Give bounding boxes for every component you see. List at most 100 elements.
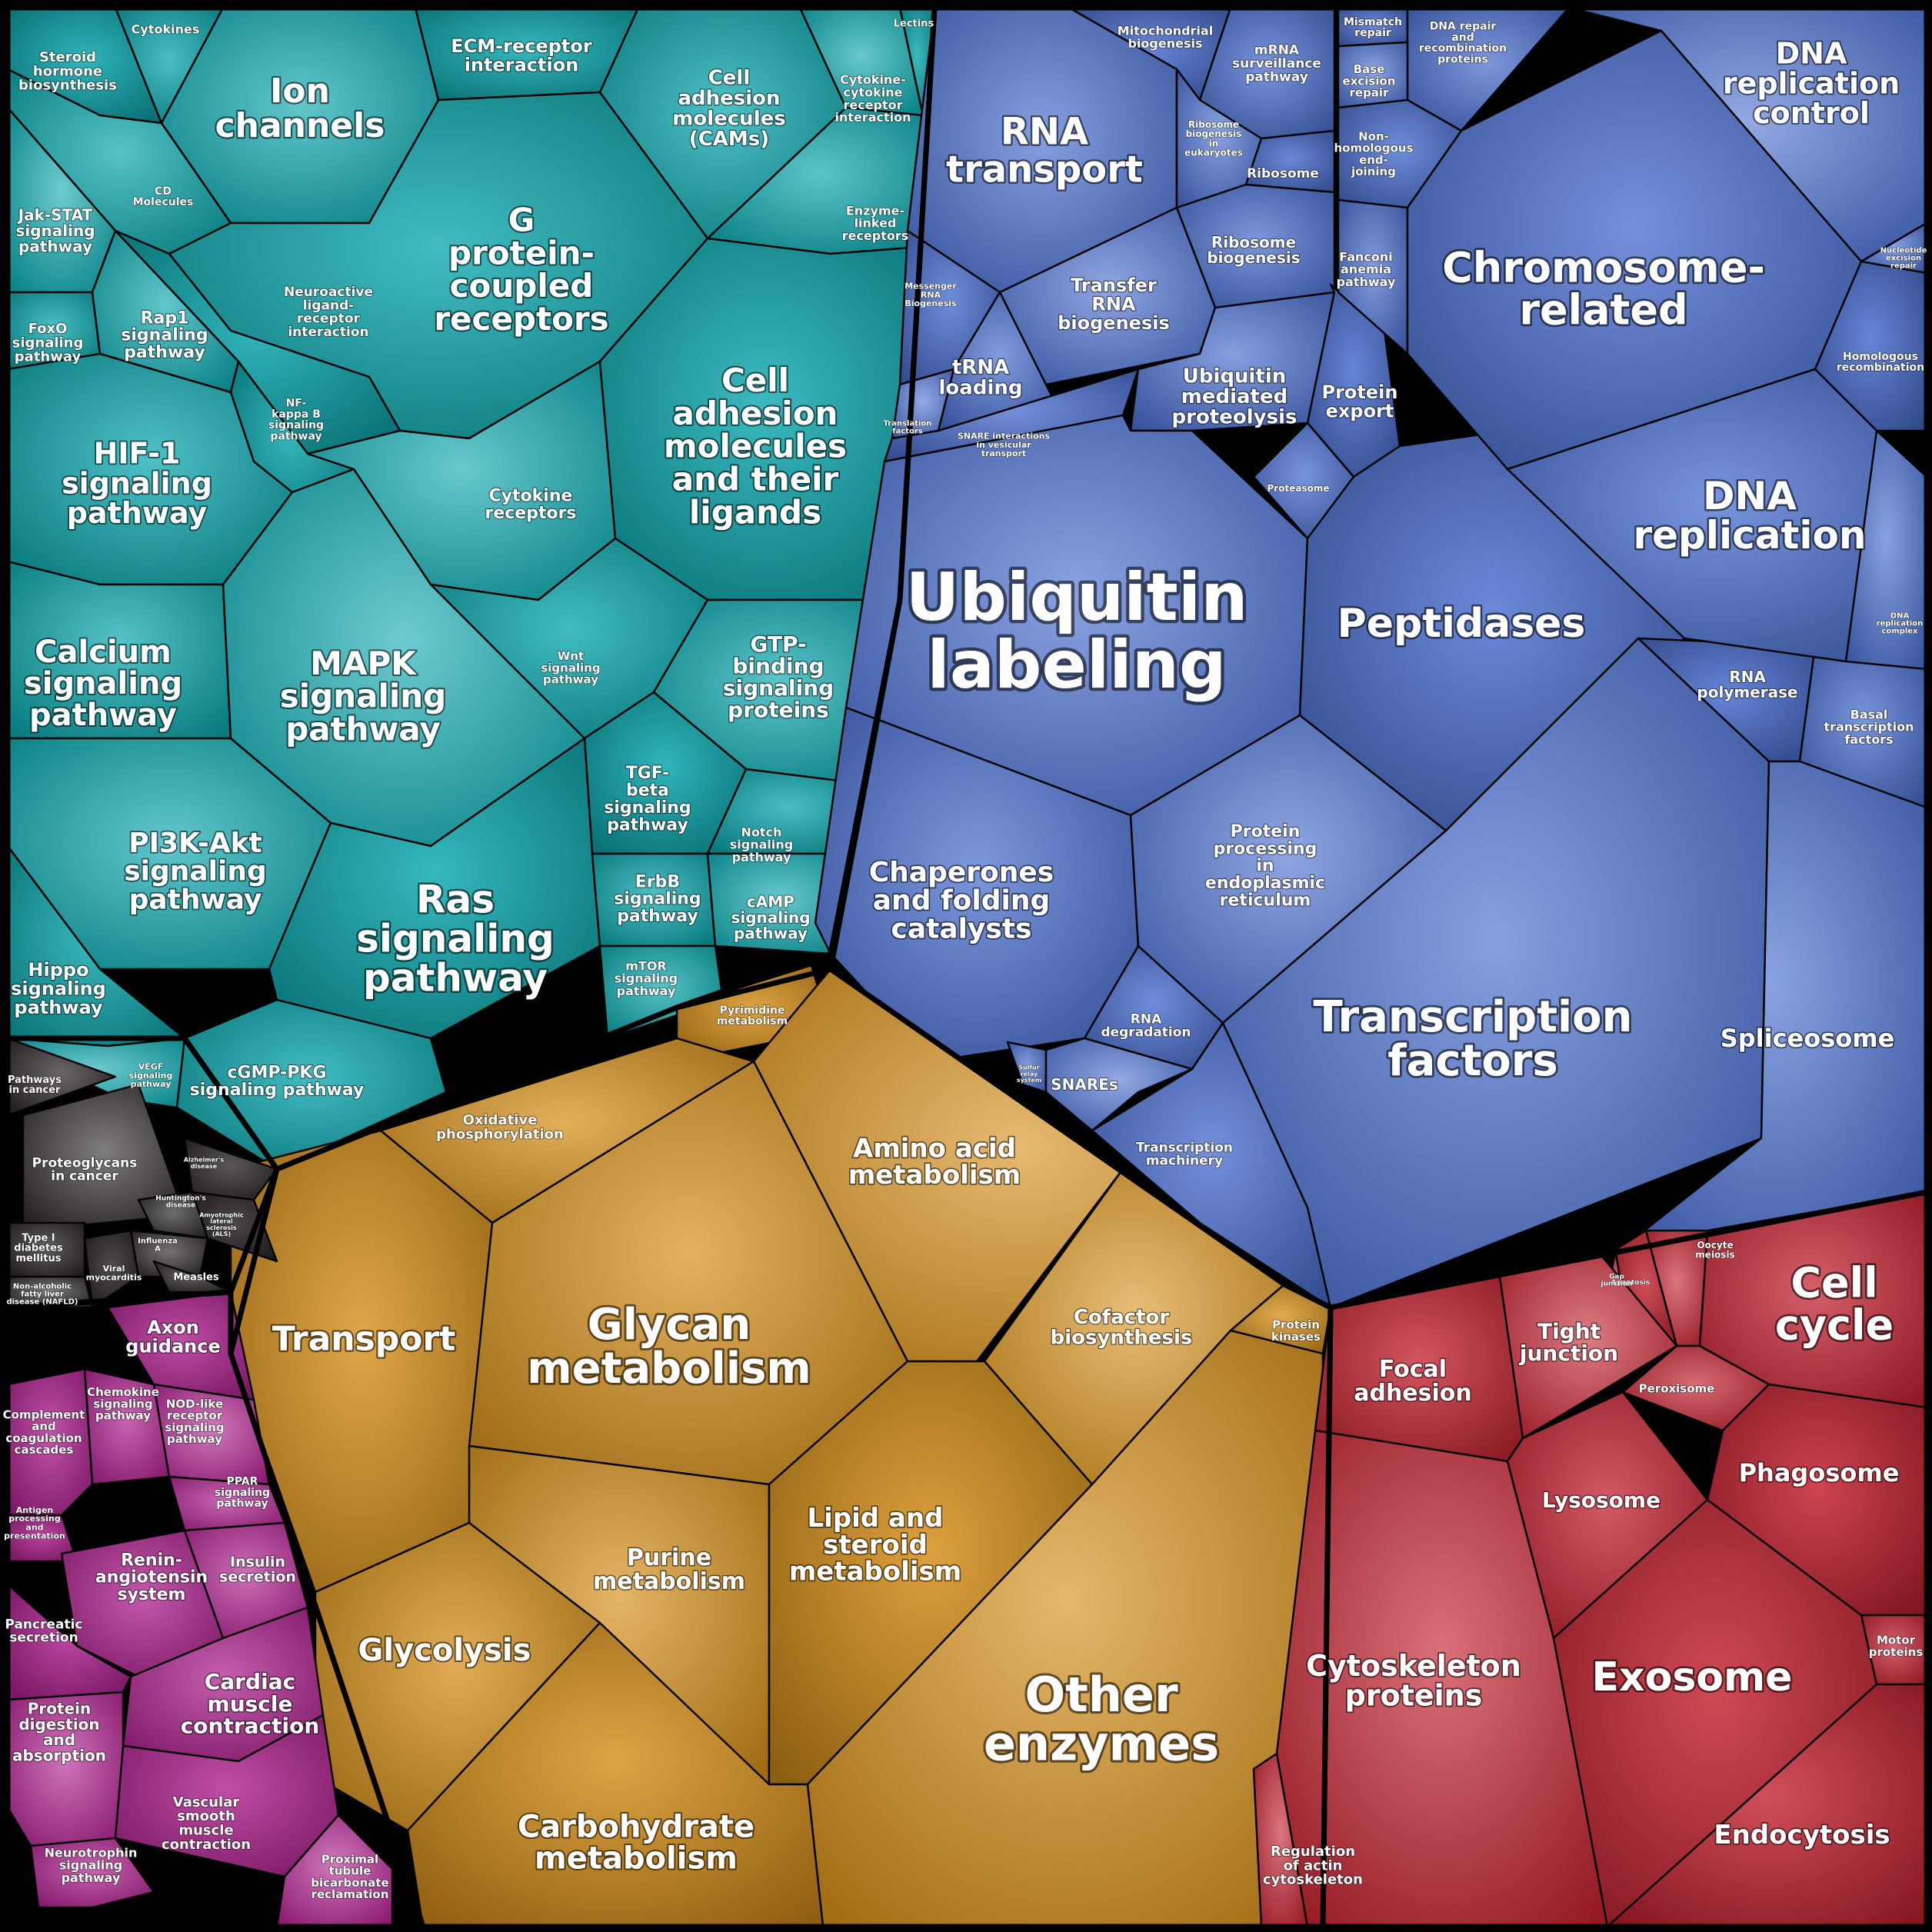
label-ubiquitin-mediated-proteolysis: Ubiquitin mediated proteolysis xyxy=(1172,365,1297,429)
label-motor-proteins: Motor proteins xyxy=(1869,1634,1924,1659)
label-hippo-signaling-pathway: Hippo signaling pathway xyxy=(11,959,106,1018)
label-wnt-signaling-pathway: Wnt signaling pathway xyxy=(541,649,600,687)
label-peroxisome: Peroxisome xyxy=(1639,1381,1715,1395)
label-erbb-signaling-pathway: ErbB signaling pathway xyxy=(614,872,701,926)
label-ecm-receptor-interaction: ECM-receptor interaction xyxy=(451,35,592,75)
label-vegf-signaling-pathway: VEGF signaling pathway xyxy=(129,1062,173,1089)
label-cell-cycle: Cell cycle xyxy=(1775,1258,1894,1349)
label-cofactor-biosynthesis: Cofactor biosynthesis xyxy=(1051,1306,1193,1350)
label-dna-replication-control: DNA replication control xyxy=(1723,37,1900,131)
label-antigen-processing-and-presentation: Antigen processing and presentation xyxy=(4,1505,65,1541)
label-notch-signaling-pathway: Notch signaling pathway xyxy=(730,824,793,864)
label-mtor-signaling-pathway: mTOR signaling pathway xyxy=(615,958,678,998)
label-dna-replication: DNA replication xyxy=(1633,474,1866,558)
cell-snares xyxy=(1044,1037,1194,1132)
label-peptidases: Peptidases xyxy=(1337,601,1586,647)
label-non-homologous-end-joining: Non-homologous end-joining xyxy=(1334,129,1413,178)
label-trna-loading: tRNA loading xyxy=(939,356,1023,400)
label-focal-adhesion: Focal adhesion xyxy=(1354,1356,1472,1407)
label-rap1-signaling-pathway: Rap1 signaling pathway xyxy=(121,308,208,362)
label-complement-and-coagulation-cascades: Complement and coagulation cascades xyxy=(3,1407,85,1457)
label-proteoglycans-in-cancer: Proteoglycans in cancer xyxy=(32,1155,138,1184)
label-cytokine-receptors: Cytokine receptors xyxy=(485,486,576,522)
label-neurotrophin-signaling-pathway: Neurotrophin signaling pathway xyxy=(45,1845,138,1885)
label-transcription-machinery: Transcription machinery xyxy=(1136,1140,1233,1168)
label-camp-signaling-pathway: cAMP signaling pathway xyxy=(731,893,810,943)
label-steroid-hormone-biosynthesis: Steroid hormone biosynthesis xyxy=(18,49,117,94)
label-neuroactive-ligand-receptor-interaction: Neuroactive ligand-receptor interaction xyxy=(284,285,373,340)
label-cytokines: Cytokines xyxy=(132,22,200,37)
label-dna-repair-and-recombination-proteins: DNA repair and recombination proteins xyxy=(1419,20,1507,65)
label-sulfur-relay-system: Sulfur relay system xyxy=(1017,1064,1041,1084)
label-ion-channels: Ion channels xyxy=(215,72,385,145)
label-gtp-binding-signaling-proteins: GTP-binding signaling proteins xyxy=(723,631,834,723)
label-mismatch-repair: Mismatch repair xyxy=(1344,16,1402,39)
label-huntington-s-disease: Huntington's disease xyxy=(155,1195,206,1210)
label-pyrimidine-metabolism: Pyrimidine metabolism xyxy=(717,1004,788,1028)
label-rna-degradation: RNA degradation xyxy=(1101,1011,1191,1040)
label-ppar-signaling-pathway: PPAR signaling pathway xyxy=(215,1476,270,1511)
label-exosome: Exosome xyxy=(1592,1654,1793,1700)
label-proximal-tubule-bicarbonate-reclamation: Proximal tubule bicarbonate reclamation xyxy=(311,1852,388,1901)
cell-proximal-tubule-bicarbonate-reclamation xyxy=(275,1814,394,1928)
label-vascular-smooth-muscle-contraction: Vascular smooth muscle contraction xyxy=(162,1794,251,1853)
label-mrna-surveillance-pathway: mRNA surveillance pathway xyxy=(1232,43,1321,85)
label-lipid-and-steroid-metabolism: Lipid and steroid metabolism xyxy=(789,1503,961,1587)
label-insulin-secretion: Insulin secretion xyxy=(219,1554,296,1585)
label-mitochondrial-biogenesis: Mitochondrial biogenesis xyxy=(1118,23,1213,50)
label-purine-metabolism: Purine metabolism xyxy=(593,1544,745,1595)
label-foxo-signaling-pathway: FoxO signaling pathway xyxy=(12,321,84,365)
label-messenger-rna-biogenesis: Messenger RNA Biogenesis xyxy=(904,281,957,308)
label-mapk-signaling-pathway: MAPK signaling pathway xyxy=(280,645,446,748)
label-snare-interactions-in-vesicular-transport: SNARE interactions in vesicular transport xyxy=(958,431,1051,458)
label-calcium-signaling-pathway: Calcium signaling pathway xyxy=(24,635,182,733)
label-tgf-beta-signaling-pathway: TGF-beta signaling pathway xyxy=(604,764,691,834)
label-cd-molecules: CD Molecules xyxy=(133,185,194,208)
label-cell-adhesion-molecules-and-their-ligands: Cell adhesion molecules and their ligands xyxy=(664,361,847,531)
label-chromosome-related: Chromosome-related xyxy=(1442,243,1765,334)
label-transfer-rna-biogenesis: Transfer RNA biogenesis xyxy=(1058,275,1170,334)
label-enzyme-linked-receptors: Enzyme-linked receptors xyxy=(842,203,909,243)
label-pathways-in-cancer: Pathways in cancer xyxy=(8,1074,62,1096)
label-viral-myocarditis: Viral myocarditis xyxy=(86,1264,142,1282)
label-cytoskeleton-proteins: Cytoskeleton proteins xyxy=(1306,1649,1521,1713)
label-pi3k-akt-signaling-pathway: PI3K-Akt signaling pathway xyxy=(124,828,267,915)
label-snares: SNAREs xyxy=(1051,1075,1118,1094)
label-transport: Transport xyxy=(272,1319,456,1358)
label-apoptosis: Apoptosis xyxy=(1611,1279,1650,1287)
label-ras-signaling-pathway: Ras signaling pathway xyxy=(356,878,555,1001)
label-chemokine-signaling-pathway: Chemokine signaling pathway xyxy=(87,1385,159,1423)
label-phagosome: Phagosome xyxy=(1739,1458,1900,1487)
label-renin-angiotensin-system: Renin-angiotensin system xyxy=(95,1551,208,1604)
label-oocyte-meiosis: Oocyte meiosis xyxy=(1695,1240,1734,1260)
label-chaperones-and-folding-catalysts: Chaperones and folding catalysts xyxy=(869,857,1054,944)
label-basal-transcription-factors: Basal transcription factors xyxy=(1824,707,1914,747)
label-cytokine-cytokine-receptor-interaction: Cytokine-cytokine receptor interaction xyxy=(834,72,911,125)
label-protein-export: Protein export xyxy=(1322,381,1398,421)
label-amino-acid-metabolism: Amino acid metabolism xyxy=(848,1134,1021,1191)
label-non-alcoholic-fatty-liver-disease-nafld: Non-alcoholic fatty liver disease (NAFLD) xyxy=(6,1282,78,1306)
cell-neurotrophin-signaling-pathway xyxy=(29,1837,155,1909)
label-ribosome-biogenesis: Ribosome biogenesis xyxy=(1207,233,1300,267)
label-measles: Measles xyxy=(173,1272,219,1284)
label-ribosome-biogenesis-in-eukaryotes: Ribosome biogenesis in eukaryotes xyxy=(1184,119,1243,158)
label-jak-stat-signaling-pathway: Jak-STAT signaling pathway xyxy=(15,206,95,256)
label-protein-kinases: Protein kinases xyxy=(1271,1318,1321,1344)
label-translation-factors: Translation factors xyxy=(884,419,932,435)
label-protein-digestion-and-absorption: Protein digestion and absorption xyxy=(12,1699,106,1764)
label-tight-junction: Tight junction xyxy=(1519,1319,1618,1367)
label-cell-adhesion-molecules-cams: Cell adhesion molecules (CAMs) xyxy=(672,66,785,151)
label-rna-transport: RNA transport xyxy=(946,110,1143,191)
label-gap-junction: Gap junction xyxy=(1600,1274,1632,1288)
label-nod-like-receptor-signaling-pathway: NOD-like receptor signaling pathway xyxy=(165,1397,224,1446)
label-ribosome: Ribosome xyxy=(1247,166,1319,182)
label-glycan-metabolism: Glycan metabolism xyxy=(527,1300,811,1394)
label-transcription-factors: Transcription factors xyxy=(1313,992,1632,1086)
label-base-excision-repair: Base excision repair xyxy=(1343,62,1396,100)
